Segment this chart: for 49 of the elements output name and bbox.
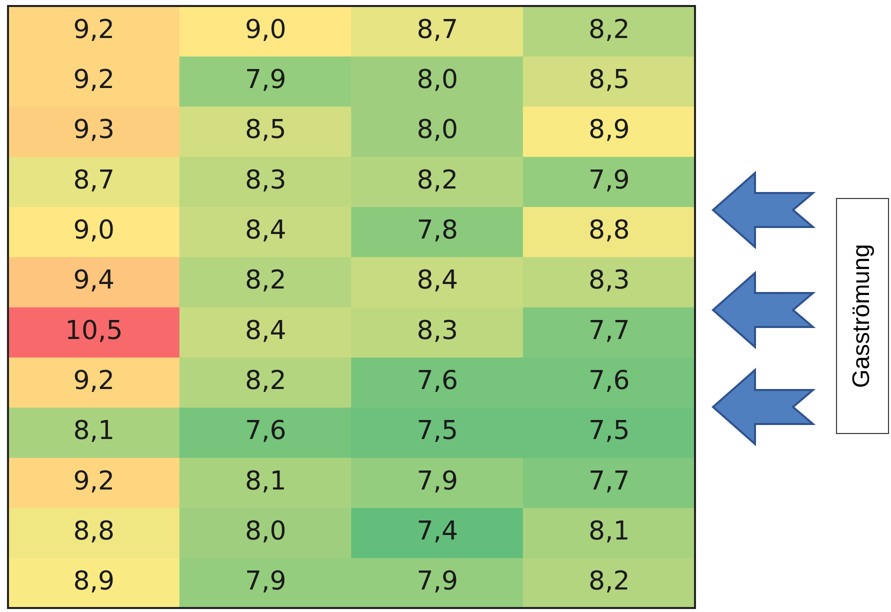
data-label: 7,6 [416, 366, 458, 396]
data-label: 9,2 [73, 65, 115, 95]
data-label: 8,3 [588, 266, 630, 296]
data-label: 9,2 [73, 14, 115, 45]
data-label: 9,2 [73, 366, 115, 396]
data-label: 9,3 [73, 115, 115, 146]
data-label: 8,2 [244, 366, 286, 396]
data-label: 9,0 [244, 14, 286, 45]
data-label: 7,8 [416, 216, 458, 246]
data-label: 8,2 [416, 165, 458, 196]
data-label: 8,4 [416, 266, 458, 296]
data-label: 8,3 [244, 165, 286, 196]
text: Gasströmung [848, 244, 876, 388]
data-label: 8,5 [588, 65, 630, 95]
data-label: 8,0 [244, 516, 286, 546]
data-label: 7,7 [588, 466, 630, 496]
data-label: 8,0 [416, 65, 458, 95]
data-label: 7,5 [416, 416, 458, 446]
data-label: 8,2 [588, 566, 630, 597]
data-label: 8,8 [73, 516, 115, 546]
data-label: 8,1 [73, 416, 115, 446]
data-label: 7,9 [244, 65, 286, 95]
data-label: 8,2 [588, 14, 630, 45]
data-label: 8,3 [416, 316, 458, 346]
data-label: 7,9 [244, 566, 286, 597]
data-label: 8,2 [244, 266, 286, 296]
data-label: 8,1 [588, 516, 630, 546]
data-label: 9,0 [73, 216, 115, 246]
data-label: 8,1 [244, 466, 286, 496]
data-label: 8,4 [244, 216, 286, 246]
data-label: 8,7 [416, 14, 458, 45]
data-label: 7,6 [588, 366, 630, 396]
data-label: 7,7 [588, 316, 630, 346]
data-label: 7,5 [588, 416, 630, 446]
data-label: 7,9 [416, 566, 458, 597]
data-label: 8,5 [244, 115, 286, 146]
data-label: 9,4 [73, 266, 115, 296]
data-label: 8,4 [244, 316, 286, 346]
data-label: 7,6 [244, 416, 286, 446]
data-label: 8,8 [588, 216, 630, 246]
data-label: 7,9 [588, 165, 630, 196]
data-label: 8,0 [416, 115, 458, 146]
data-label: 8,7 [73, 165, 115, 196]
data-label: 8,9 [588, 115, 630, 146]
data-label: 9,2 [73, 466, 115, 496]
data-label: 7,9 [416, 466, 458, 496]
data-label: 7,4 [416, 516, 458, 546]
data-label: 10,5 [64, 316, 123, 346]
data-label: 8,9 [73, 566, 115, 597]
